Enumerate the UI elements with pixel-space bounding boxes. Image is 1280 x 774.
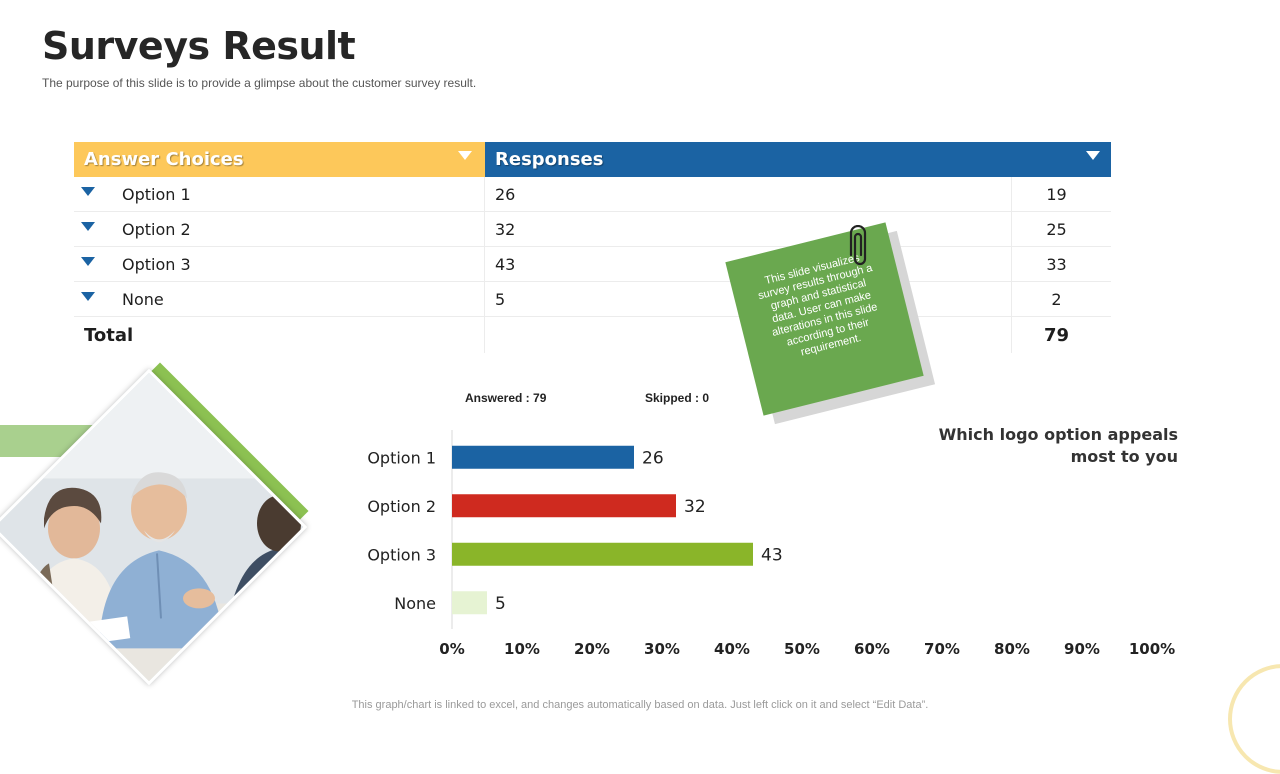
data-label: 26 [642, 448, 664, 468]
table-row: Option 1 26 19 [74, 177, 1111, 212]
option-cell: Option 3 [74, 247, 485, 281]
decorative-ring [1228, 664, 1280, 774]
dropdown-arrow-icon[interactable] [1086, 151, 1100, 160]
x-tick-label: 10% [504, 640, 540, 658]
response-percent: 43 [485, 247, 1012, 281]
category-label: Option 2 [367, 497, 436, 516]
dropdown-arrow-icon[interactable] [458, 151, 472, 160]
skipped-count: Skipped : 0 [645, 391, 710, 405]
responses-header[interactable]: Responses [485, 142, 1111, 177]
response-count: 25 [1046, 219, 1067, 239]
x-tick-label: 80% [994, 640, 1030, 658]
x-tick-label: 60% [854, 640, 890, 658]
x-tick-label: 50% [784, 640, 820, 658]
x-tick-label: 20% [574, 640, 610, 658]
response-percent: 5 [485, 282, 1012, 316]
table-row: None 5 2 [74, 282, 1111, 317]
answer-choices-header[interactable]: Answer Choices [74, 142, 485, 177]
option-cell: Option 1 [74, 177, 485, 211]
category-label: Option 3 [367, 545, 436, 564]
response-count: 2 [1051, 289, 1062, 309]
option-cell: Option 2 [74, 212, 485, 246]
option-label: Option 1 [122, 184, 191, 204]
total-label: Total [74, 317, 485, 353]
bar [452, 445, 634, 469]
survey-table: Answer Choices Responses Option 1 26 19 … [74, 142, 1111, 353]
response-percent: 26 [485, 177, 1012, 211]
footer-note: This graph/chart is linked to excel, and… [351, 699, 929, 711]
category-label: None [394, 594, 436, 613]
chart-question: Which logo option appeals most to you [938, 425, 1178, 466]
table-row: Option 2 32 25 [74, 212, 1111, 247]
total-empty-cell [485, 317, 1012, 353]
category-label: Option 1 [367, 448, 436, 467]
data-label: 5 [495, 594, 506, 614]
bar [452, 591, 487, 615]
x-tick-label: 100% [1129, 640, 1175, 658]
x-tick-label: 90% [1064, 640, 1100, 658]
expand-arrow-icon[interactable] [81, 222, 95, 231]
bar [452, 542, 753, 566]
option-cell: None [74, 282, 485, 316]
option-label: Option 2 [122, 219, 191, 239]
response-count: 33 [1046, 254, 1067, 274]
page-subtitle: The purpose of this slide is to provide … [42, 76, 477, 90]
answered-count: Answered : 79 [465, 391, 547, 405]
x-tick-label: 30% [644, 640, 680, 658]
data-label: 32 [684, 497, 706, 517]
x-tick-label: 0% [439, 640, 464, 658]
response-count: 19 [1046, 184, 1067, 204]
photo-people-meeting [0, 368, 308, 686]
response-percent: 32 [485, 212, 1012, 246]
expand-arrow-icon[interactable] [81, 257, 95, 266]
option-label: Option 3 [122, 254, 191, 274]
total-count: 79 [1043, 324, 1070, 346]
table-row: Option 3 43 33 [74, 247, 1111, 282]
photo-illustration [0, 368, 308, 686]
responses-label: Responses [495, 149, 604, 170]
option-label: None [122, 289, 164, 309]
paper-clip-icon [849, 225, 867, 266]
page-title: Surveys Result [42, 24, 356, 68]
expand-arrow-icon[interactable] [81, 187, 95, 196]
total-row: Total 79 [74, 317, 1111, 353]
x-tick-label: 70% [924, 640, 960, 658]
table-header: Answer Choices Responses [74, 142, 1111, 177]
expand-arrow-icon[interactable] [81, 292, 95, 301]
bar [452, 494, 676, 518]
answer-choices-label: Answer Choices [84, 149, 244, 170]
x-tick-label: 40% [714, 640, 750, 658]
data-label: 43 [761, 545, 783, 565]
